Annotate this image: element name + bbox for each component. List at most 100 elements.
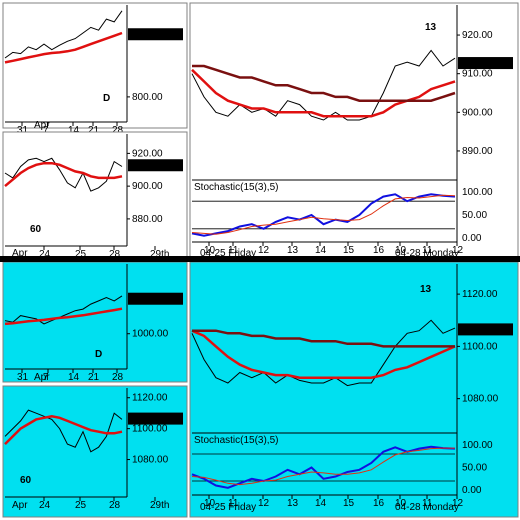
x-tick-label: 31 xyxy=(17,125,29,136)
series-fast_ma xyxy=(4,161,123,188)
stoch-k-line xyxy=(191,445,456,489)
x-tick-label: 14 xyxy=(315,498,327,509)
x-tick-label: 28 xyxy=(112,125,124,136)
series-fast_ma xyxy=(4,415,123,445)
y-tick-label: 880.00 xyxy=(132,214,163,225)
y-tick-label: 1120.00 xyxy=(462,289,498,300)
month-label: Apr xyxy=(12,248,28,259)
series-price xyxy=(4,157,123,192)
chart-panel-nq-daily: 1000.00 1106.50 D 31 7 14 21 28 Apr xyxy=(2,261,188,383)
x-tick-label: 12 xyxy=(452,498,464,509)
last-price-box xyxy=(128,159,183,172)
y-tick-label: 1080.00 xyxy=(132,455,169,466)
x-tick-label: 12 xyxy=(258,245,270,256)
x-tick-label: 25 xyxy=(75,500,87,511)
month-label: Apr xyxy=(12,500,28,511)
stoch-y-tick-label: 100.00 xyxy=(462,187,493,198)
y-tick-label: 910.00 xyxy=(462,69,493,80)
stoch-title: Stochastic(15(3),5) xyxy=(194,435,278,446)
last-price-label: 1106.50 xyxy=(460,325,496,336)
x-tick-label: 10 xyxy=(204,498,216,509)
month-label: Apr xyxy=(34,120,50,131)
series-price xyxy=(4,295,123,325)
x-tick-label: 16 xyxy=(373,498,385,509)
x-tick-label: 21 xyxy=(88,125,100,136)
last-price-box xyxy=(128,412,183,425)
y-tick-label: 1000.00 xyxy=(132,329,169,340)
x-tick-label: 28 xyxy=(112,372,124,383)
y-tick-label: 1100.00 xyxy=(462,341,498,352)
series-fast_ma xyxy=(4,307,123,326)
panel-background xyxy=(2,2,188,129)
series-price xyxy=(191,49,456,121)
last-price-box xyxy=(458,57,513,70)
x-tick-label: 14 xyxy=(315,245,327,256)
x-tick-label: 28 xyxy=(109,500,121,511)
session-label: 04-25 Friday xyxy=(200,502,256,513)
last-price-label: 1106.50 xyxy=(130,295,166,306)
interval-label: D xyxy=(103,93,110,104)
session-label: 04-28 Monday xyxy=(395,502,459,513)
x-tick-label: 10 xyxy=(204,245,216,256)
series-slow_ma xyxy=(192,329,455,348)
series-slow_ma xyxy=(192,64,456,102)
x-tick-label: 14 xyxy=(68,125,80,136)
series-price xyxy=(4,10,123,59)
x-tick-label: 29th xyxy=(150,249,169,260)
interval-label: 13 xyxy=(425,22,437,33)
stoch-title: Stochastic(15(3),5) xyxy=(194,182,278,193)
stoch-k-line xyxy=(191,193,456,237)
stoch-y-tick-label: 50.00 xyxy=(462,463,487,474)
y-tick-label: 900.00 xyxy=(132,181,163,192)
month-label: Apr xyxy=(34,372,50,383)
x-tick-label: 11 xyxy=(422,498,433,509)
x-tick-label: 25 xyxy=(75,249,87,260)
y-tick-label: 920.00 xyxy=(462,30,493,41)
stoch-y-tick-label: 0.00 xyxy=(462,485,482,496)
x-tick-label: 16 xyxy=(373,245,385,256)
last-price-label: 912.75 xyxy=(130,30,161,41)
series-price xyxy=(4,409,123,453)
chart-panel-nq-13: 1120.00 1100.00 1080.00 1106.50 13 10 11 12 13 14… xyxy=(189,261,519,518)
y-tick-label: 1100.00 xyxy=(132,424,168,435)
x-tick-label: 7 xyxy=(43,125,49,136)
y-tick-label: 800.00 xyxy=(132,92,163,103)
x-tick-label: 10 xyxy=(395,498,407,509)
interval-label: D xyxy=(95,349,102,360)
series-price xyxy=(191,319,456,387)
last-price-label: 912.75 xyxy=(460,59,491,70)
interval-label: 60 xyxy=(20,475,32,486)
interval-label: 60 xyxy=(30,224,42,235)
last-price-box xyxy=(128,292,183,305)
x-tick-label: 14 xyxy=(68,372,80,383)
stoch-d-line xyxy=(191,447,455,486)
series-fast_ma xyxy=(191,68,456,118)
series-fast_ma xyxy=(4,31,123,64)
last-price-label: 912.75 xyxy=(130,161,161,172)
stoch-y-tick-label: 50.00 xyxy=(462,210,487,221)
y-tick-label: 1080.00 xyxy=(462,394,499,405)
stoch-y-tick-label: 0.00 xyxy=(462,233,482,244)
interval-label: 13 xyxy=(420,284,432,295)
last-price-label: 1106.50 xyxy=(130,415,166,426)
stoch-d-line xyxy=(191,194,456,235)
last-price-box xyxy=(458,323,513,336)
x-tick-label: 12 xyxy=(258,498,270,509)
x-tick-label: 10 xyxy=(395,245,407,256)
chart-panel-es-60: 920.00 900.00 880.00 912.75 60 24 25 28 29th Apr xyxy=(2,131,188,260)
x-tick-label: 31 xyxy=(17,372,29,383)
x-tick-label: 11 xyxy=(228,245,239,256)
y-tick-label: 1120.00 xyxy=(132,393,168,404)
x-tick-label: 11 xyxy=(422,245,433,256)
x-tick-label: 7 xyxy=(43,372,49,383)
panel-background xyxy=(189,2,519,259)
x-tick-label: 24 xyxy=(39,249,51,260)
x-tick-label: 21 xyxy=(88,372,100,383)
chart-panel-es-daily: 800.00 912.75 D 31 7 14 21 28 Apr xyxy=(2,2,188,136)
y-tick-label: 900.00 xyxy=(462,107,493,118)
x-tick-label: 13 xyxy=(287,245,299,256)
series-fast_ma xyxy=(191,329,456,379)
session-label: 04-25 Friday xyxy=(200,248,256,259)
x-tick-label: 11 xyxy=(228,498,239,509)
